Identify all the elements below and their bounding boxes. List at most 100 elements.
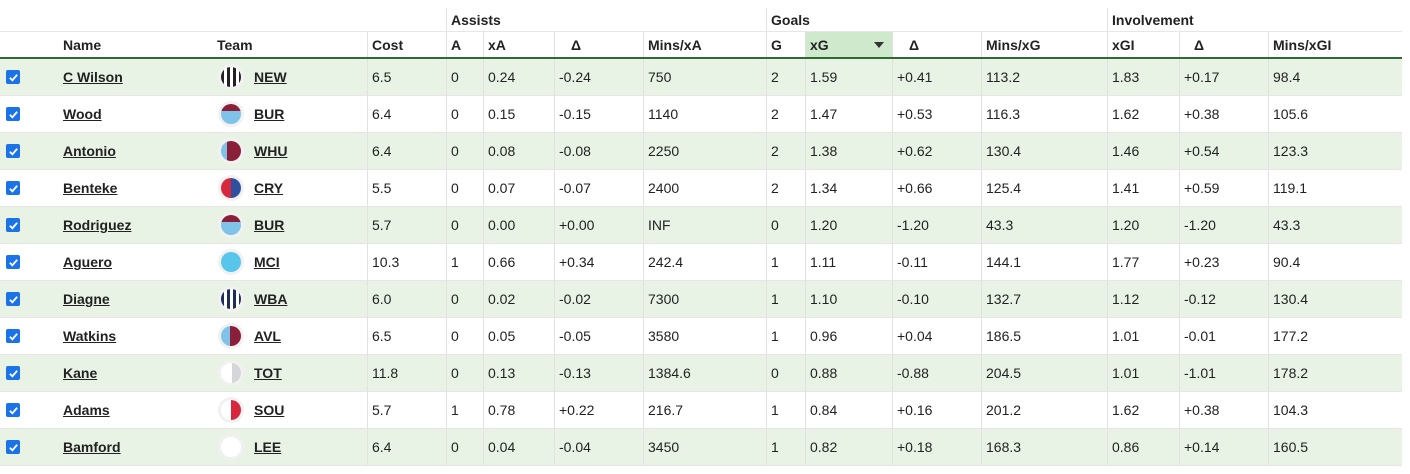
goals-delta-cell: +0.18 bbox=[893, 429, 982, 465]
assists-group-header: Assists bbox=[447, 8, 767, 31]
mins-per-xa-cell: 3580 bbox=[644, 318, 767, 354]
team-link[interactable]: LEE bbox=[254, 439, 282, 455]
row-checkbox[interactable] bbox=[6, 144, 20, 158]
player-name-link[interactable]: Adams bbox=[63, 402, 110, 418]
row-checkbox[interactable] bbox=[6, 292, 20, 306]
mins-per-xg-cell: 132.7 bbox=[982, 281, 1108, 317]
team-cell: NEW bbox=[213, 59, 368, 95]
team-link[interactable]: BUR bbox=[254, 217, 285, 233]
sort-descending-icon[interactable] bbox=[874, 41, 884, 48]
select-cell bbox=[0, 392, 59, 428]
team-cell: TOT bbox=[213, 355, 368, 391]
mins-per-xgi-cell: 43.3 bbox=[1273, 217, 1301, 233]
team-link[interactable]: AVL bbox=[254, 328, 281, 344]
team-link[interactable]: BUR bbox=[254, 106, 285, 122]
player-name-link[interactable]: Wood bbox=[63, 106, 102, 122]
team-link[interactable]: WHU bbox=[254, 143, 288, 159]
assists-column-header[interactable]: A bbox=[447, 32, 484, 57]
team-badge bbox=[218, 397, 244, 423]
player-name-link[interactable]: Antonio bbox=[63, 143, 116, 159]
xg-column-header[interactable]: xG bbox=[806, 32, 893, 57]
select-header bbox=[0, 32, 59, 57]
row-checkbox[interactable] bbox=[6, 218, 20, 232]
goals-delta-column-header[interactable]: Δ bbox=[893, 32, 982, 57]
team-link[interactable]: NEW bbox=[254, 69, 287, 85]
table-row[interactable]: Antonio WHU 6.4 0 0.08 -0.08 2250 2 1.38 +0.62 130… bbox=[0, 133, 1402, 170]
row-checkbox[interactable] bbox=[6, 70, 20, 84]
player-name-link[interactable]: Watkins bbox=[63, 328, 117, 344]
name-column-header[interactable]: Name bbox=[63, 36, 102, 53]
team-link[interactable]: TOT bbox=[254, 365, 282, 381]
mins-per-xa-column-header[interactable]: Mins/xA bbox=[644, 32, 767, 57]
assists-delta-cell: +0.00 bbox=[555, 207, 644, 243]
player-name-link[interactable]: Rodriguez bbox=[63, 217, 132, 233]
involvement-delta-cell: +0.38 bbox=[1180, 96, 1269, 132]
team-column-header[interactable]: Team bbox=[213, 32, 368, 57]
team-link[interactable]: SOU bbox=[254, 402, 285, 418]
cost-cell: 6.4 bbox=[368, 133, 447, 169]
table-row[interactable]: Adams SOU 5.7 1 0.78 +0.22 216.7 1 0.84 +0.16 201.… bbox=[0, 392, 1402, 429]
assists-cell: 0 bbox=[447, 59, 484, 95]
row-checkbox[interactable] bbox=[6, 403, 20, 417]
table-row[interactable]: C Wilson NEW 6.5 0 0.24 -0.24 750 2 1.59 +0.41 113… bbox=[0, 59, 1402, 96]
check-icon bbox=[8, 258, 18, 267]
mins-per-xg-cell: 116.3 bbox=[982, 96, 1108, 132]
burnley-icon bbox=[221, 104, 241, 124]
xgi-cell: 1.20 bbox=[1108, 207, 1180, 243]
table-row[interactable]: Benteke CRY 5.5 0 0.07 -0.07 2400 2 1.34 +0.66 125… bbox=[0, 170, 1402, 207]
goals-column-header[interactable]: G bbox=[767, 32, 806, 57]
table-row[interactable]: Bamford LEE 6.4 0 0.04 -0.04 3450 1 0.82 +0.18 168… bbox=[0, 429, 1402, 466]
assists-delta-column-header[interactable]: Δ bbox=[555, 32, 644, 57]
involvement-delta-cell: -0.01 bbox=[1180, 318, 1269, 354]
mins-per-xa-cell: 750 bbox=[644, 59, 767, 95]
team-link[interactable]: CRY bbox=[254, 180, 284, 196]
team-link[interactable]: MCI bbox=[254, 254, 280, 270]
assists-cell: 0 bbox=[447, 170, 484, 206]
player-name-link[interactable]: Diagne bbox=[63, 291, 110, 307]
table-row[interactable]: Watkins AVL 6.5 0 0.05 -0.05 3580 1 0.96 +0.04 186… bbox=[0, 318, 1402, 355]
assists-delta-cell: +0.22 bbox=[555, 392, 644, 428]
crystal-palace-icon bbox=[221, 178, 241, 198]
player-name-cell: Watkins bbox=[59, 318, 213, 354]
xa-cell: 0.15 bbox=[484, 96, 555, 132]
row-checkbox[interactable] bbox=[6, 107, 20, 121]
xgi-column-header[interactable]: xGI bbox=[1108, 32, 1180, 57]
select-cell bbox=[0, 281, 59, 317]
player-name-link[interactable]: Aguero bbox=[63, 254, 112, 270]
team-link[interactable]: WBA bbox=[254, 291, 288, 307]
mins-per-xgi-column-header[interactable]: Mins/xGI bbox=[1273, 36, 1332, 53]
goals-delta-cell: -0.10 bbox=[893, 281, 982, 317]
cost-cell: 6.4 bbox=[368, 429, 447, 465]
mins-per-xgi-cell: 104.3 bbox=[1273, 402, 1309, 418]
assists-cell: 0 bbox=[447, 133, 484, 169]
check-icon bbox=[8, 184, 18, 193]
mins-per-xa-cell: 1384.6 bbox=[644, 355, 767, 391]
goals-cell: 1 bbox=[767, 392, 806, 428]
player-name-link[interactable]: Benteke bbox=[63, 180, 118, 196]
xa-cell: 0.08 bbox=[484, 133, 555, 169]
row-checkbox[interactable] bbox=[6, 181, 20, 195]
goals-delta-cell: +0.16 bbox=[893, 392, 982, 428]
mins-per-xg-column-header[interactable]: Mins/xG bbox=[982, 32, 1108, 57]
player-name-link[interactable]: Kane bbox=[63, 365, 98, 381]
team-cell: AVL bbox=[213, 318, 368, 354]
involvement-delta-cell: -1.20 bbox=[1180, 207, 1269, 243]
table-row[interactable]: Diagne WBA 6.0 0 0.02 -0.02 7300 1 1.10 -0.10 132.… bbox=[0, 281, 1402, 318]
table-row[interactable]: Rodriguez BUR 5.7 0 0.00 +0.00 INF 0 1.20 -1.20 43… bbox=[0, 207, 1402, 244]
table-row[interactable]: Aguero MCI 10.3 1 0.66 +0.34 242.4 1 1.11 -0.11 14… bbox=[0, 244, 1402, 281]
team-badge bbox=[218, 175, 244, 201]
player-name-link[interactable]: Bamford bbox=[63, 439, 121, 455]
row-checkbox[interactable] bbox=[6, 255, 20, 269]
xa-cell: 0.24 bbox=[484, 59, 555, 95]
xa-column-header[interactable]: xA bbox=[484, 32, 555, 57]
cost-column-header[interactable]: Cost bbox=[368, 32, 447, 57]
goals-cell: 2 bbox=[767, 133, 806, 169]
table-row[interactable]: Wood BUR 6.4 0 0.15 -0.15 1140 2 1.47 +0.53 116.3 1… bbox=[0, 96, 1402, 133]
row-checkbox[interactable] bbox=[6, 440, 20, 454]
row-checkbox[interactable] bbox=[6, 329, 20, 343]
table-row[interactable]: Kane TOT 11.8 0 0.13 -0.13 1384.6 0 0.88 -0.88 204… bbox=[0, 355, 1402, 392]
player-name-link[interactable]: C Wilson bbox=[63, 69, 123, 85]
row-checkbox[interactable] bbox=[6, 366, 20, 380]
xa-cell: 0.07 bbox=[484, 170, 555, 206]
involvement-delta-column-header[interactable]: Δ bbox=[1180, 32, 1269, 57]
